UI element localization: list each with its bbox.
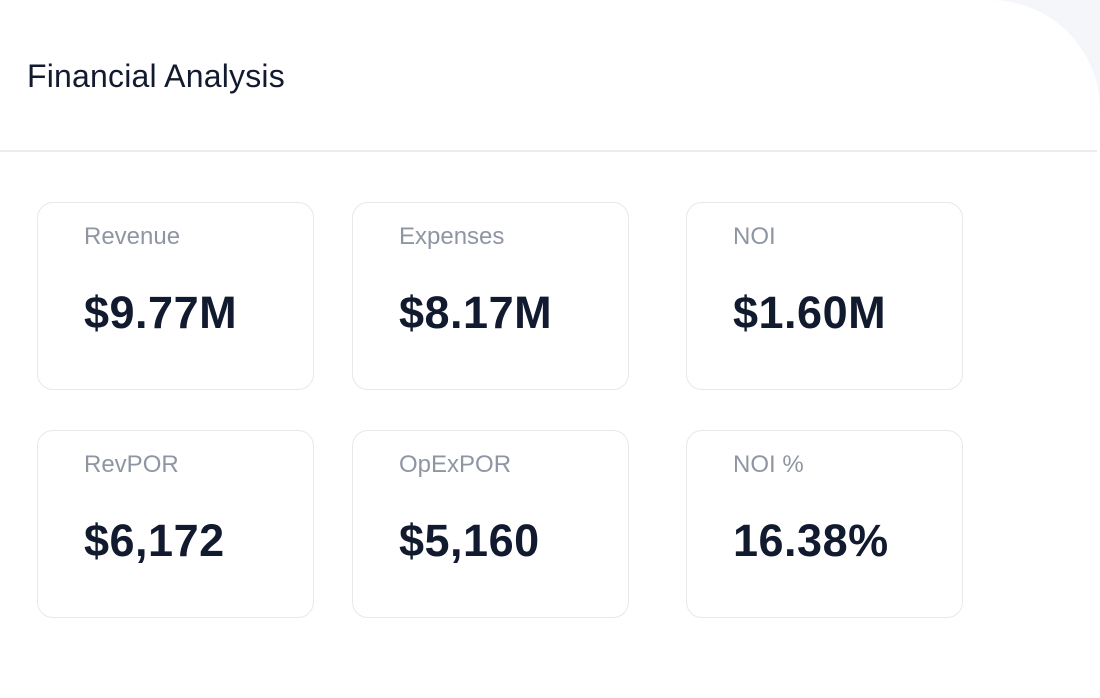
metric-label: Revenue bbox=[84, 223, 181, 250]
page-title: Financial Analysis bbox=[27, 58, 285, 94]
metric-value: 16.38% bbox=[733, 515, 889, 566]
metric-value: $1.60M bbox=[733, 287, 887, 338]
metric-card-noi-percent: NOI % 16.38% bbox=[686, 430, 963, 618]
metric-label: Expenses bbox=[399, 223, 505, 250]
metric-card-opexpor: OpExPOR $5,160 bbox=[352, 430, 629, 618]
metric-value: $8.17M bbox=[399, 287, 553, 338]
metric-label: NOI bbox=[733, 223, 776, 250]
metric-value: $5,160 bbox=[399, 515, 540, 566]
metric-label: NOI % bbox=[733, 451, 804, 478]
metric-card-expenses: Expenses $8.17M bbox=[352, 202, 629, 390]
metric-value: $9.77M bbox=[84, 287, 238, 338]
metric-label: OpExPOR bbox=[399, 451, 512, 478]
metric-card-revenue: Revenue $9.77M bbox=[37, 202, 314, 390]
metric-card-noi: NOI $1.60M bbox=[686, 202, 963, 390]
metric-value: $6,172 bbox=[84, 515, 225, 566]
metric-card-revpor: RevPOR $6,172 bbox=[37, 430, 314, 618]
metric-label: RevPOR bbox=[84, 451, 179, 478]
divider bbox=[0, 150, 1097, 152]
